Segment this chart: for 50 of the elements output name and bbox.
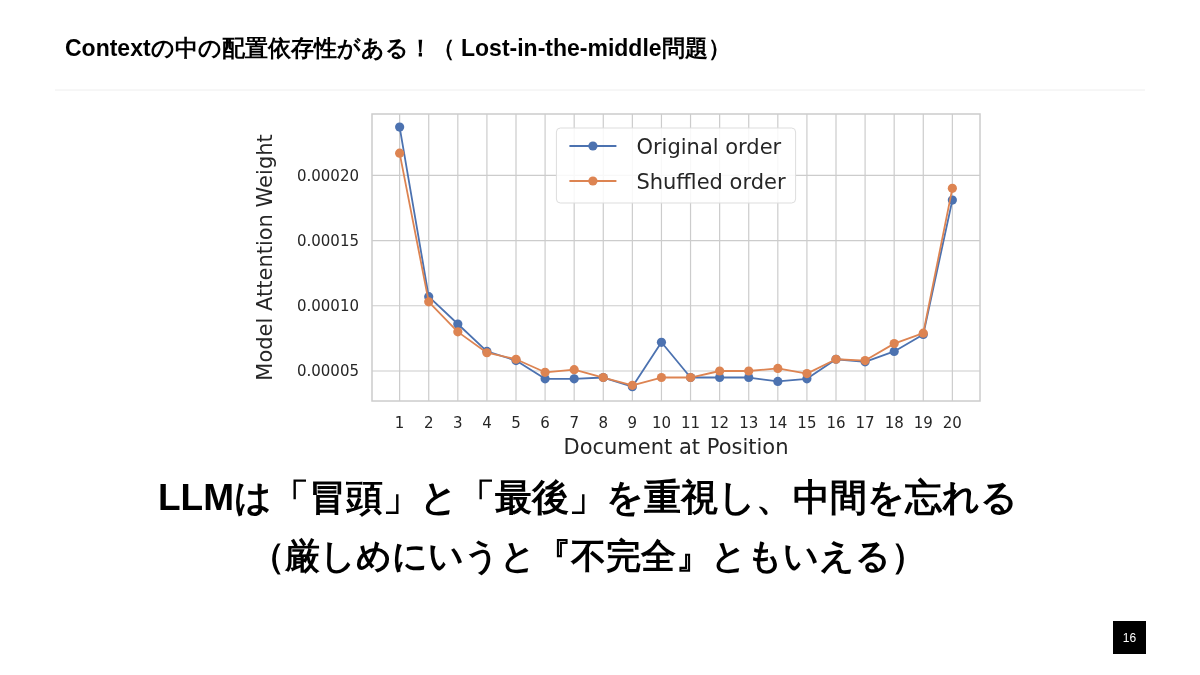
point bbox=[569, 365, 579, 375]
text: （厳しめにいうと『不完全』ともいえる） bbox=[250, 536, 926, 576]
point bbox=[802, 369, 812, 379]
x-tick-label: 2 bbox=[423, 414, 434, 432]
x-tick-label: 4 bbox=[482, 414, 492, 432]
point bbox=[395, 122, 405, 132]
point bbox=[656, 337, 667, 347]
x-tick-label: 1 bbox=[394, 414, 405, 432]
y-tick-label: 0.00005 bbox=[296, 362, 359, 381]
x-tick-label: 8 bbox=[598, 414, 609, 432]
point bbox=[540, 367, 550, 377]
point bbox=[453, 319, 463, 329]
y-tick-label: 0.00010 bbox=[296, 297, 359, 316]
x-tick-label: 6 bbox=[540, 414, 550, 432]
x-tick-label: 13 bbox=[739, 414, 759, 432]
x-tick-label: 10 bbox=[651, 414, 671, 432]
point bbox=[947, 183, 957, 193]
point bbox=[715, 366, 725, 376]
x-tick-label: 3 bbox=[453, 414, 463, 432]
y-tick-label: 0.00020 bbox=[296, 166, 359, 185]
point bbox=[656, 372, 667, 383]
legend-label: Shuffled order bbox=[636, 169, 786, 194]
x-tick-label: 7 bbox=[569, 414, 579, 432]
point bbox=[889, 346, 899, 357]
x-tick-label: 16 bbox=[826, 414, 846, 432]
x-tick-label: 20 bbox=[942, 414, 962, 432]
point bbox=[744, 366, 754, 376]
chart-title: Contextの中の配置依存性がある！（ Lost-in-the-middle問題） bbox=[65, 35, 731, 61]
point bbox=[773, 376, 783, 387]
y-tick-label: 0.00015 bbox=[296, 232, 359, 251]
x-tick-label: 18 bbox=[884, 414, 904, 432]
page-number: 16 bbox=[1113, 621, 1146, 654]
x-tick-label: 19 bbox=[913, 414, 933, 432]
point bbox=[424, 297, 434, 307]
point bbox=[395, 148, 405, 158]
x-axis-title: Document at Position bbox=[563, 435, 789, 459]
text: LLMは「冒頭」と「最後」を重視し、中間を忘れる bbox=[157, 477, 1019, 518]
x-tick-label: 17 bbox=[855, 414, 875, 432]
point bbox=[453, 327, 463, 337]
x-tick-label: 12 bbox=[710, 414, 730, 432]
x-tick-label: 15 bbox=[797, 414, 817, 432]
point bbox=[889, 339, 899, 349]
point bbox=[569, 374, 579, 384]
x-tick-label: 9 bbox=[627, 414, 638, 432]
x-tick-label: 14 bbox=[768, 414, 788, 432]
y-axis-title: Model Attention Weight bbox=[253, 134, 277, 381]
legend-label: Original order bbox=[636, 134, 782, 159]
point bbox=[773, 363, 783, 373]
x-tick-label: 11 bbox=[681, 414, 701, 432]
x-tick-label: 5 bbox=[511, 414, 521, 432]
